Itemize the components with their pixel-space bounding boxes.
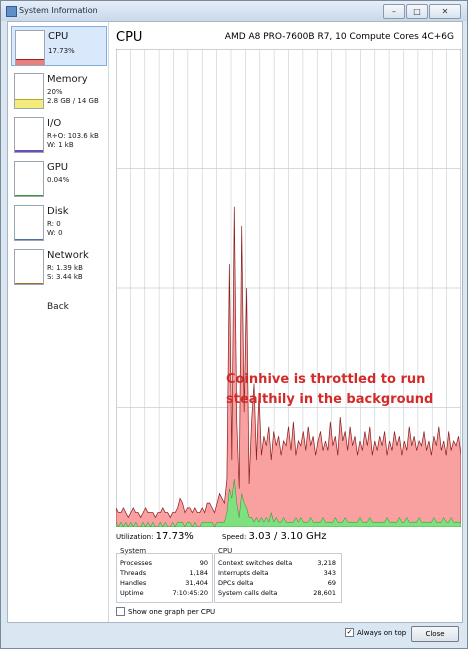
system-group: Processes 90 Threads 1,184 Handles 31,404 U… <box>116 553 213 603</box>
back-link[interactable]: Back <box>47 302 69 312</box>
stat-value: 28,601 <box>313 589 336 597</box>
sidebar-item-value: 17.73% <box>48 47 75 55</box>
sidebar-item-value: W: 1 kB <box>47 141 74 149</box>
stat-value: 1,184 <box>189 569 208 577</box>
sidebar-item-cpu[interactable]: CPU 17.73% <box>11 26 107 66</box>
speed: Speed: 3.03 / 3.10 GHz <box>222 531 327 542</box>
stat-row: DPCs delta 69 <box>218 579 336 587</box>
sidebar-item-value: W: 0 <box>47 229 63 237</box>
sidebar-item-io[interactable]: I/O R+O: 103.6 kB W: 1 kB <box>11 114 107 154</box>
sidebar-item-memory[interactable]: Memory 20% 2.8 GB / 14 GB <box>11 70 107 110</box>
sidebar-item-value: R: 0 <box>47 220 61 228</box>
sidebar-item-value: R: 1.39 kB <box>47 264 83 272</box>
gpu-thumbnail <box>14 161 44 197</box>
stat-key: Context switches delta <box>218 559 293 567</box>
memory-thumbnail <box>14 73 44 109</box>
io-thumbnail <box>14 117 44 153</box>
stat-value: 343 <box>323 569 336 577</box>
sidebar-item-value: 2.8 GB / 14 GB <box>47 97 99 105</box>
stats-section: System Processes 90 Threads 1,184 Handles 3… <box>116 547 342 603</box>
stat-key: DPCs delta <box>218 579 254 587</box>
sidebar-item-label: Disk <box>47 206 69 217</box>
cpu-thumbnail <box>15 30 45 66</box>
sidebar-item-label: I/O <box>47 118 62 129</box>
stat-row: Threads 1,184 <box>120 569 208 577</box>
sidebar-item-label: CPU <box>48 31 69 42</box>
speed-value: 3.03 / 3.10 GHz <box>248 531 327 542</box>
utilization-label: Utilization: <box>116 533 154 541</box>
network-thumbnail <box>14 249 44 285</box>
stat-key: Threads <box>120 569 147 577</box>
close-button[interactable]: Close <box>411 626 459 642</box>
show-one-graph-label: Show one graph per CPU <box>128 607 216 616</box>
stat-value: 3,218 <box>317 559 336 567</box>
stat-key: System calls delta <box>218 589 278 597</box>
stat-key: Uptime <box>120 589 144 597</box>
sidebar-item-gpu[interactable]: GPU 0.04% <box>11 158 107 198</box>
stat-key: Interrupts delta <box>218 569 269 577</box>
disk-thumbnail <box>14 205 44 241</box>
page-title: CPU <box>116 30 143 45</box>
sidebar-item-value: S: 3.44 kB <box>47 273 83 281</box>
system-group-label: System <box>120 547 147 555</box>
stat-row: System calls delta 28,601 <box>218 589 336 597</box>
stat-value: 31,404 <box>185 579 208 587</box>
content-area: CPU 17.73% Memory 20% 2.8 GB / 14 GB I/O… <box>7 21 463 623</box>
title-bar[interactable]: System Information – □ ✕ <box>1 1 467 21</box>
sidebar-item-label: Network <box>47 250 89 261</box>
cpu-usage-graph: Coinhive is throttled to run stealthily … <box>116 49 461 527</box>
utilization-value: 17.73% <box>155 531 194 542</box>
utilization: Utilization: 17.73% <box>116 531 194 542</box>
stat-row: Handles 31,404 <box>120 579 208 587</box>
sidebar-item-value: R+O: 103.6 kB <box>47 132 99 140</box>
close-window-button[interactable]: ✕ <box>429 4 461 19</box>
sidebar-item-disk[interactable]: Disk R: 0 W: 0 <box>11 202 107 242</box>
speed-label: Speed: <box>222 533 247 541</box>
show-one-graph-option[interactable]: Show one graph per CPU <box>116 607 215 616</box>
maximize-button[interactable]: □ <box>406 4 428 19</box>
sidebar-item-label: Memory <box>47 74 88 85</box>
cpu-model: AMD A8 PRO-7600B R7, 10 Compute Cores 4C… <box>224 32 454 42</box>
cpu-group-label: CPU <box>218 547 233 555</box>
stat-value: 69 <box>327 579 336 587</box>
window-controls: – □ ✕ <box>383 4 461 19</box>
window-title: System Information <box>19 6 98 15</box>
cpu-group: Context switches delta 3,218 Interrupts d… <box>214 553 342 603</box>
always-on-top-label: Always on top <box>357 628 407 637</box>
stat-row: Context switches delta 3,218 <box>218 559 336 567</box>
sidebar-item-label: GPU <box>47 162 69 173</box>
stat-row: Interrupts delta 343 <box>218 569 336 577</box>
annotation-line: Coinhive is throttled to run <box>226 372 425 387</box>
sidebar-item-value: 0.04% <box>47 176 70 184</box>
stat-key: Processes <box>120 559 153 567</box>
stat-value: 90 <box>199 559 208 567</box>
stat-key: Handles <box>120 579 147 587</box>
main-panel: CPU AMD A8 PRO-7600B R7, 10 Compute Core… <box>112 22 462 622</box>
sidebar-item-value: 20% <box>47 88 63 96</box>
sidebar-item-network[interactable]: Network R: 1.39 kB S: 3.44 kB <box>11 246 107 286</box>
footer: ✓ Always on top Close <box>1 623 467 648</box>
app-icon <box>6 6 17 17</box>
minimize-button[interactable]: – <box>383 4 405 19</box>
stat-row: Processes 90 <box>120 559 208 567</box>
always-on-top-checkbox[interactable]: ✓ <box>345 628 354 637</box>
cpu-kernel-area <box>116 479 461 527</box>
show-one-graph-checkbox[interactable] <box>116 607 125 616</box>
sidebar: CPU 17.73% Memory 20% 2.8 GB / 14 GB I/O… <box>8 22 109 622</box>
annotation-line: stealthily in the background <box>226 392 433 407</box>
always-on-top-option[interactable]: ✓ Always on top <box>345 628 406 637</box>
cpu-total-area <box>116 206 461 527</box>
stat-row: Uptime 7:10:45:20 <box>120 589 208 597</box>
stat-value: 7:10:45:20 <box>172 589 208 597</box>
